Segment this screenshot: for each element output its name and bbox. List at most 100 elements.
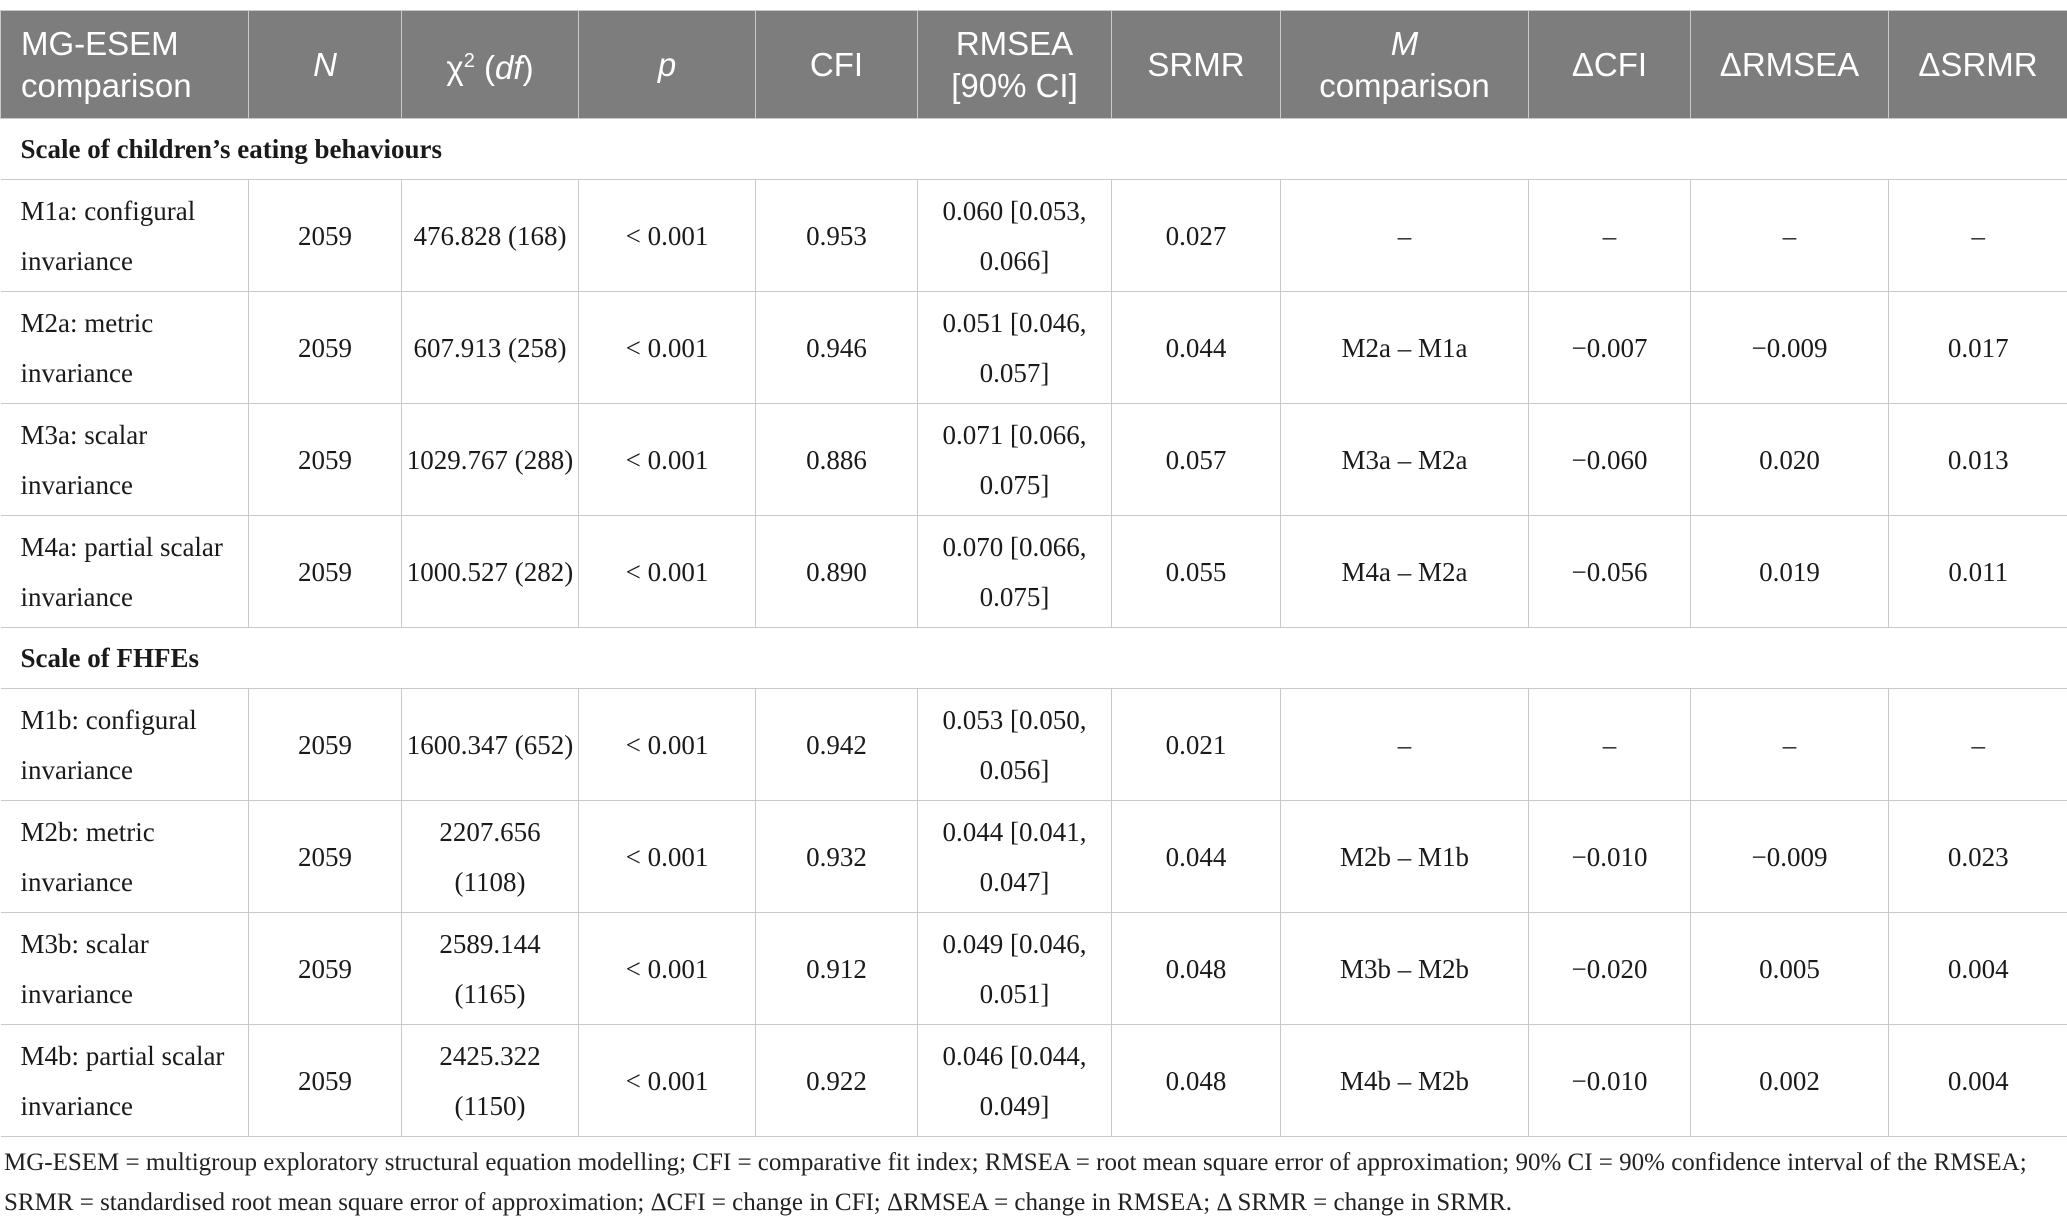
n-cell: 2059 — [248, 291, 402, 404]
p-cell: < 0.001 — [578, 515, 756, 628]
comparison-cell: M4b – M2b — [1280, 1024, 1529, 1137]
header-chi2-open: ( — [474, 49, 496, 86]
header-chi2-sup: 2 — [463, 50, 475, 72]
rmsea-cell: 0.046 [0.044, 0.049] — [917, 1024, 1112, 1137]
header-delta-rmsea: ΔRMSEA — [1690, 10, 1889, 119]
delta-rmsea-cell: 0.019 — [1690, 515, 1889, 628]
model-cell: M4a: partial scalar invariance — [0, 515, 249, 628]
comparison-cell: M3a – M2a — [1280, 403, 1529, 516]
delta-rmsea-cell: −0.009 — [1690, 291, 1889, 404]
srmr-cell: 0.027 — [1111, 179, 1281, 292]
cfi-cell: 0.922 — [755, 1024, 918, 1137]
delta-rmsea-cell: 0.002 — [1690, 1024, 1889, 1137]
section-row: Scale of FHFEs — [0, 627, 2067, 689]
chi2-cell: 2589.144 (1165) — [401, 912, 579, 1025]
delta-cfi-cell: −0.007 — [1528, 291, 1691, 404]
cfi-cell: 0.912 — [755, 912, 918, 1025]
delta-cfi-cell: – — [1528, 179, 1691, 292]
delta-srmr-cell: 0.004 — [1888, 1024, 2067, 1137]
srmr-cell: 0.044 — [1111, 800, 1281, 913]
delta-rmsea-cell: – — [1690, 688, 1889, 801]
srmr-cell: 0.021 — [1111, 688, 1281, 801]
table-body: Scale of children’s eating behaviours M1a… — [0, 118, 2067, 1137]
srmr-cell: 0.048 — [1111, 912, 1281, 1025]
model-cell: M2b: metric invariance — [0, 800, 249, 913]
delta-cfi-cell: −0.020 — [1528, 912, 1691, 1025]
model-cell: M3a: scalar invariance — [0, 403, 249, 516]
header-chi2-df: df — [495, 49, 523, 86]
header-delta-cfi: ΔCFI — [1528, 10, 1691, 119]
delta-cfi-cell: −0.056 — [1528, 515, 1691, 628]
n-cell: 2059 — [248, 179, 402, 292]
chi2-cell: 476.828 (168) — [401, 179, 579, 292]
comparison-cell: M4a – M2a — [1280, 515, 1529, 628]
rmsea-cell: 0.049 [0.046, 0.051] — [917, 912, 1112, 1025]
delta-rmsea-cell: 0.005 — [1690, 912, 1889, 1025]
delta-cfi-cell: −0.010 — [1528, 800, 1691, 913]
table-row: M2b: metric invariance 2059 2207.656 (1108… — [0, 800, 2067, 913]
header-p: p — [578, 10, 756, 119]
section-title: Scale of children’s eating behaviours — [0, 118, 2067, 180]
section-title: Scale of FHFEs — [0, 627, 2067, 689]
model-cell: M3b: scalar invariance — [0, 912, 249, 1025]
header-rmsea: RMSEA [90% CI] — [917, 10, 1112, 119]
header-m-italic: M — [1390, 24, 1419, 62]
cfi-cell: 0.932 — [755, 800, 918, 913]
chi2-cell: 1029.767 (288) — [401, 403, 579, 516]
delta-cfi-cell: – — [1528, 688, 1691, 801]
delta-srmr-cell: – — [1888, 688, 2067, 801]
n-cell: 2059 — [248, 403, 402, 516]
delta-srmr-cell: 0.023 — [1888, 800, 2067, 913]
delta-srmr-cell: – — [1888, 179, 2067, 292]
comparison-cell: M2a – M1a — [1280, 291, 1529, 404]
table-footnote: MG-ESEM = multigroup exploratory structu… — [4, 1149, 2027, 1216]
chi2-cell: 2207.656 (1108) — [401, 800, 579, 913]
rmsea-cell: 0.071 [0.066, 0.075] — [917, 403, 1112, 516]
header-chi2-symbol: χ — [446, 49, 464, 86]
delta-cfi-cell: −0.010 — [1528, 1024, 1691, 1137]
n-cell: 2059 — [248, 912, 402, 1025]
p-cell: < 0.001 — [578, 291, 756, 404]
header-delta-srmr: ΔSRMR — [1888, 10, 2067, 119]
comparison-cell: – — [1280, 688, 1529, 801]
n-cell: 2059 — [248, 1024, 402, 1137]
delta-rmsea-cell: −0.009 — [1690, 800, 1889, 913]
header-chi2-close: ) — [522, 49, 534, 86]
p-cell: < 0.001 — [578, 912, 756, 1025]
model-cell: M4b: partial scalar invariance — [0, 1024, 249, 1137]
delta-srmr-cell: 0.017 — [1888, 291, 2067, 404]
header-srmr: SRMR — [1111, 10, 1281, 119]
p-cell: < 0.001 — [578, 688, 756, 801]
model-cell: M2a: metric invariance — [0, 291, 249, 404]
header-m-rest: comparison — [1319, 66, 1490, 104]
n-cell: 2059 — [248, 515, 402, 628]
header-model: MG-ESEM comparison — [0, 10, 249, 119]
srmr-cell: 0.044 — [1111, 291, 1281, 404]
srmr-cell: 0.048 — [1111, 1024, 1281, 1137]
delta-srmr-cell: 0.004 — [1888, 912, 2067, 1025]
comparison-cell: M3b – M2b — [1280, 912, 1529, 1025]
srmr-cell: 0.057 — [1111, 403, 1281, 516]
table-row: M2a: metric invariance 2059 607.913 (258) <… — [0, 291, 2067, 404]
section-row: Scale of children’s eating behaviours — [0, 118, 2067, 180]
cfi-cell: 0.953 — [755, 179, 918, 292]
table-row: M3a: scalar invariance 2059 1029.767 (288)… — [0, 403, 2067, 516]
cfi-cell: 0.942 — [755, 688, 918, 801]
delta-srmr-cell: 0.011 — [1888, 515, 2067, 628]
table-row: M4b: partial scalar invariance 2059 2425.3… — [0, 1024, 2067, 1137]
delta-srmr-cell: 0.013 — [1888, 403, 2067, 516]
comparison-cell: M2b – M1b — [1280, 800, 1529, 913]
rmsea-cell: 0.051 [0.046, 0.057] — [917, 291, 1112, 404]
header-chi2: χ2 (df) — [401, 10, 579, 119]
chi2-cell: 2425.322 (1150) — [401, 1024, 579, 1137]
p-cell: < 0.001 — [578, 403, 756, 516]
header-row: MG-ESEM comparison N χ2 (df) p CFI RMSEA… — [0, 10, 2067, 119]
table-row: M3b: scalar invariance 2059 2589.144 (1165… — [0, 912, 2067, 1025]
header-p-label: p — [657, 45, 677, 83]
chi2-cell: 1600.347 (652) — [401, 688, 579, 801]
rmsea-cell: 0.060 [0.053, 0.066] — [917, 179, 1112, 292]
model-cell: M1b: configural invariance — [0, 688, 249, 801]
delta-rmsea-cell: – — [1690, 179, 1889, 292]
chi2-cell: 607.913 (258) — [401, 291, 579, 404]
